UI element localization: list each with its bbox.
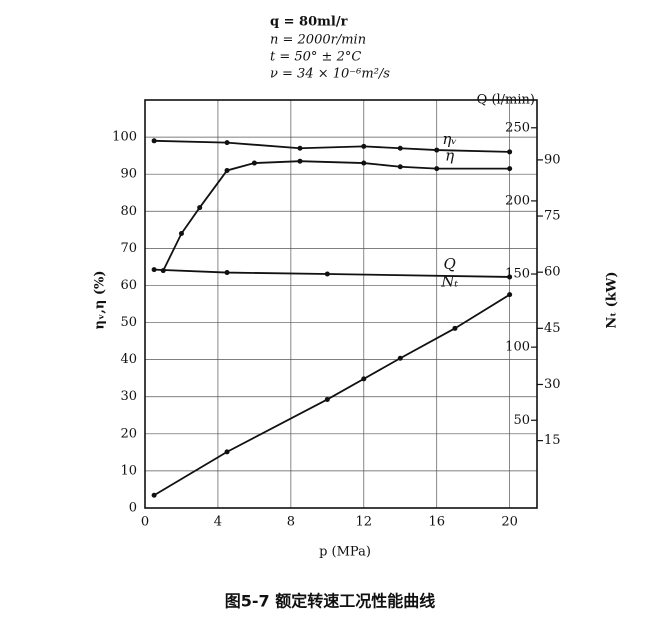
param: n = 2000r/min <box>270 33 366 48</box>
y-tick-label: 100 <box>112 130 137 145</box>
x-tick-label: 0 <box>141 515 149 530</box>
y-label: ηᵥ,η (%) <box>93 271 108 330</box>
data-point <box>224 167 230 173</box>
y3-tick-label: 90 <box>544 152 561 167</box>
y3-tick-label: 30 <box>544 377 561 392</box>
data-point <box>361 160 367 166</box>
data-point <box>507 149 513 155</box>
y3-tick-label: 15 <box>544 433 561 448</box>
series-label: η <box>445 147 454 165</box>
data-point <box>251 160 257 166</box>
data-point <box>224 140 230 146</box>
y-tick-label: 50 <box>120 315 137 330</box>
data-point <box>197 205 203 211</box>
y-tick-label: 40 <box>120 352 137 367</box>
y2-tick-label: 50 <box>513 413 530 428</box>
data-point <box>151 267 157 273</box>
param: q = 80ml/r <box>270 15 348 30</box>
data-point <box>507 274 513 280</box>
caption: 图5-7 额定转速工况性能曲线 <box>225 592 435 611</box>
data-point <box>297 158 303 164</box>
y3-tick-label: 45 <box>544 321 561 336</box>
x-label: p (MPa) <box>319 545 371 560</box>
y-tick-label: 30 <box>120 389 137 404</box>
series-label: Nₜ <box>440 273 458 291</box>
data-point <box>434 166 440 172</box>
data-point <box>361 376 367 382</box>
data-point <box>397 145 403 151</box>
series-line <box>154 268 510 278</box>
y-tick-label: 60 <box>120 278 137 293</box>
param: ν = 34 × 10⁻⁶m²/s <box>270 67 390 82</box>
x-tick-label: 20 <box>501 515 518 530</box>
data-point <box>361 143 367 149</box>
data-point <box>397 355 403 361</box>
x-tick-label: 12 <box>356 515 373 530</box>
y-tick-label: 70 <box>120 241 137 256</box>
y-tick-label: 80 <box>120 204 137 219</box>
data-point <box>151 492 157 498</box>
data-point <box>397 164 403 170</box>
y2-tick-label: 200 <box>505 193 530 208</box>
data-point <box>224 270 230 276</box>
series-label: ηᵥ <box>442 130 457 148</box>
data-point <box>507 292 513 298</box>
y-tick-label: 0 <box>129 501 137 516</box>
y3-tick-label: 60 <box>544 265 561 280</box>
data-point <box>224 449 230 455</box>
data-point <box>452 325 458 331</box>
y-tick-label: 20 <box>120 426 137 441</box>
y-tick-label: 90 <box>120 167 137 182</box>
data-point <box>324 271 330 277</box>
y-tick-label: 10 <box>120 463 137 478</box>
y2-tick-label: 250 <box>505 120 530 135</box>
series-line <box>162 160 510 272</box>
y3-tick-label: 75 <box>544 209 561 224</box>
y2-tick-label: 100 <box>505 340 530 355</box>
series-line <box>153 293 511 497</box>
x-tick-label: 16 <box>428 515 445 530</box>
plot-frame <box>144 99 538 509</box>
data-point <box>507 166 513 172</box>
data-point <box>151 138 157 144</box>
data-point <box>324 396 330 402</box>
x-tick-label: 4 <box>214 515 222 530</box>
series-label: Q <box>443 255 455 273</box>
y3-label: Nₜ (kW) <box>605 271 620 328</box>
param: t = 50° ± 2°C <box>270 50 361 65</box>
data-point <box>297 145 303 151</box>
data-point <box>178 231 184 237</box>
x-tick-label: 8 <box>287 515 295 530</box>
data-point <box>434 147 440 153</box>
